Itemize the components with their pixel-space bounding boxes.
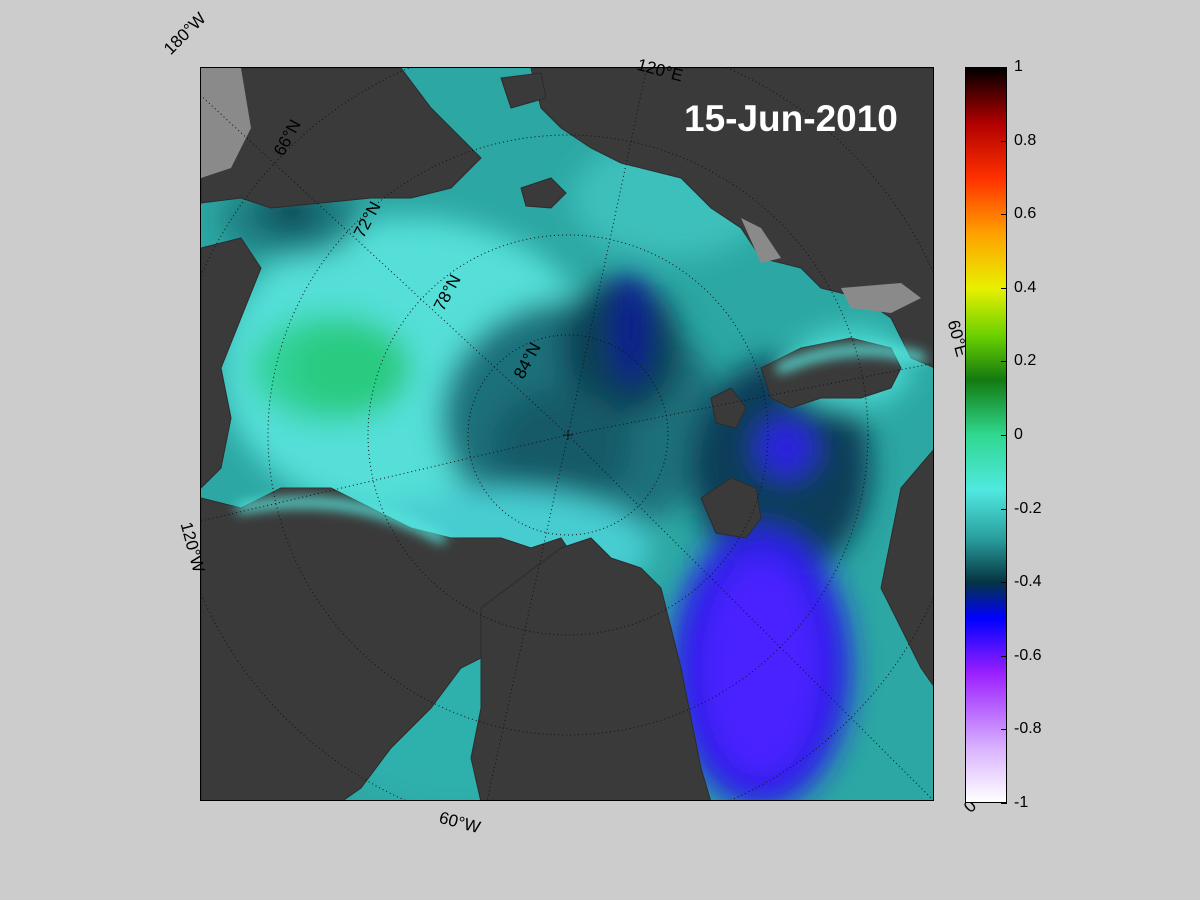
north-pole-marker [563,430,573,440]
colorbar-tick-mark [1001,214,1007,215]
colorbar-tick-label: -0.8 [1014,720,1042,738]
colorbar-tick-mark [1001,67,1007,68]
colorbar-tick-mark [1001,361,1007,362]
landmass-alaska [201,68,482,209]
parallel-78N [367,234,769,636]
graticule [201,68,933,800]
colorbar-tick-mark [1001,656,1007,657]
landmass-canada-west [201,237,262,489]
masked-region-siberia-coast [741,218,781,263]
landmass-svalbard [700,477,762,539]
meridian-60E [567,362,933,436]
colorbar-tick-label: -1 [1014,794,1029,811]
masked-land-layer [201,68,921,313]
colorbar-tick-label: 0.4 [1014,278,1037,296]
colorbar-tick-label: 0.2 [1014,352,1037,370]
map-panel[interactable] [200,67,934,801]
colorbar-tick-label: 0.6 [1014,205,1037,223]
meridian-0 [567,434,933,800]
colorbar-tick-mark [1001,435,1007,436]
masked-region-alaska [201,68,251,178]
colorbar-tick-label: -0.2 [1014,499,1042,517]
date-label: 15-Jun-2010 [684,98,898,139]
landmass-franz-josef [710,387,747,429]
landmass-new-siberian-islands [520,177,567,209]
colorbar-tick-mark [1001,729,1007,730]
colorbar-tick-label: 0 [1014,426,1023,443]
landmass-wrangel [500,72,547,109]
coastal-strip-layer [236,345,926,543]
colorbar-tick-label: -0.6 [1014,646,1042,664]
colorbar-tick-mark [1001,582,1007,583]
colorbar-tick-mark [1001,288,1007,289]
landmass-layer [201,68,933,800]
masked-region-kara [841,283,921,313]
polar-map[interactable] [201,68,934,801]
lon-label-180w: 180°W [160,8,210,59]
colorbar-tick-label: 0.8 [1014,131,1037,149]
colorbar-tick-label: -0.4 [1014,573,1042,591]
colorbar-tick-mark [1001,803,1007,804]
lon-label-60w: 60°W [437,808,483,838]
parallel-72N [267,134,869,736]
colorbar-tick-mark [1001,141,1007,142]
colorbar-tick-mark [1001,509,1007,510]
parallel-84N [467,334,669,536]
colorbar-tick-label: 1 [1014,58,1023,75]
landmass-scandinavia [880,449,933,687]
